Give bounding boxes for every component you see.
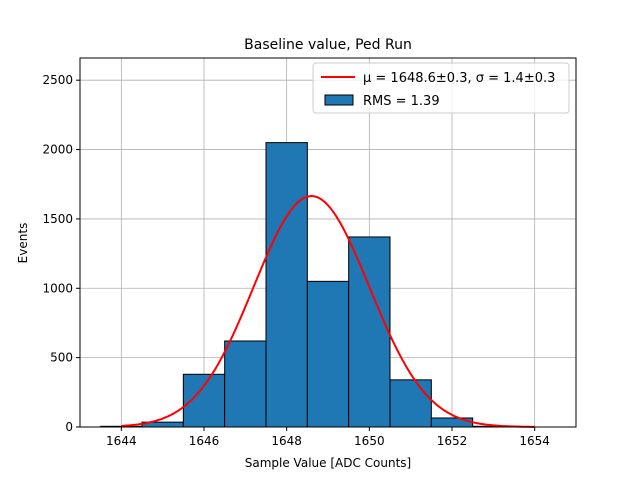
- x-tick-label: 1652: [437, 434, 468, 448]
- y-axis-label: Events: [16, 223, 30, 264]
- histogram-bar: [306, 280, 350, 428]
- legend-box: [312, 62, 570, 114]
- x-tick-label: 1644: [106, 434, 137, 448]
- y-tick-label: 1000: [42, 281, 73, 295]
- legend-hist-label: RMS = 1.39: [363, 94, 440, 109]
- x-tick-label: 1650: [354, 434, 385, 448]
- y-tick-label: 0: [65, 420, 73, 434]
- legend: μ = 1648.6±0.3, σ = 1.4±0.3 RMS = 1.39: [312, 62, 570, 114]
- y-tick-label: 2000: [42, 143, 73, 157]
- legend-hist-swatch: [324, 94, 354, 106]
- histogram-bar: [348, 236, 391, 428]
- fit-curve: [121, 195, 535, 428]
- y-axis-ticks: 0 500 1000 1500 2000 2500: [42, 73, 80, 434]
- chart-title: Baseline value, Ped Run: [244, 37, 412, 53]
- y-tick-label: 500: [50, 351, 73, 365]
- gaussian-fit: [121, 195, 535, 428]
- legend-fit-label: μ = 1648.6±0.3, σ = 1.4±0.3: [363, 71, 555, 86]
- histogram-bar: [265, 142, 308, 428]
- axes-frame: [79, 57, 577, 428]
- histogram-bar: [224, 340, 267, 428]
- y-tick-label: 1500: [42, 212, 73, 226]
- x-axis-label: Sample Value [ADC Counts]: [245, 456, 411, 470]
- x-axis-ticks: 1644 1646 1648 1650 1652 1654: [106, 427, 550, 448]
- y-tick-label: 2500: [42, 73, 73, 87]
- histogram-bar: [430, 417, 474, 428]
- x-tick-label: 1646: [189, 434, 220, 448]
- x-tick-label: 1654: [519, 434, 550, 448]
- histogram-bars: [100, 142, 515, 428]
- histogram-bar: [389, 379, 432, 428]
- x-tick-label: 1648: [271, 434, 302, 448]
